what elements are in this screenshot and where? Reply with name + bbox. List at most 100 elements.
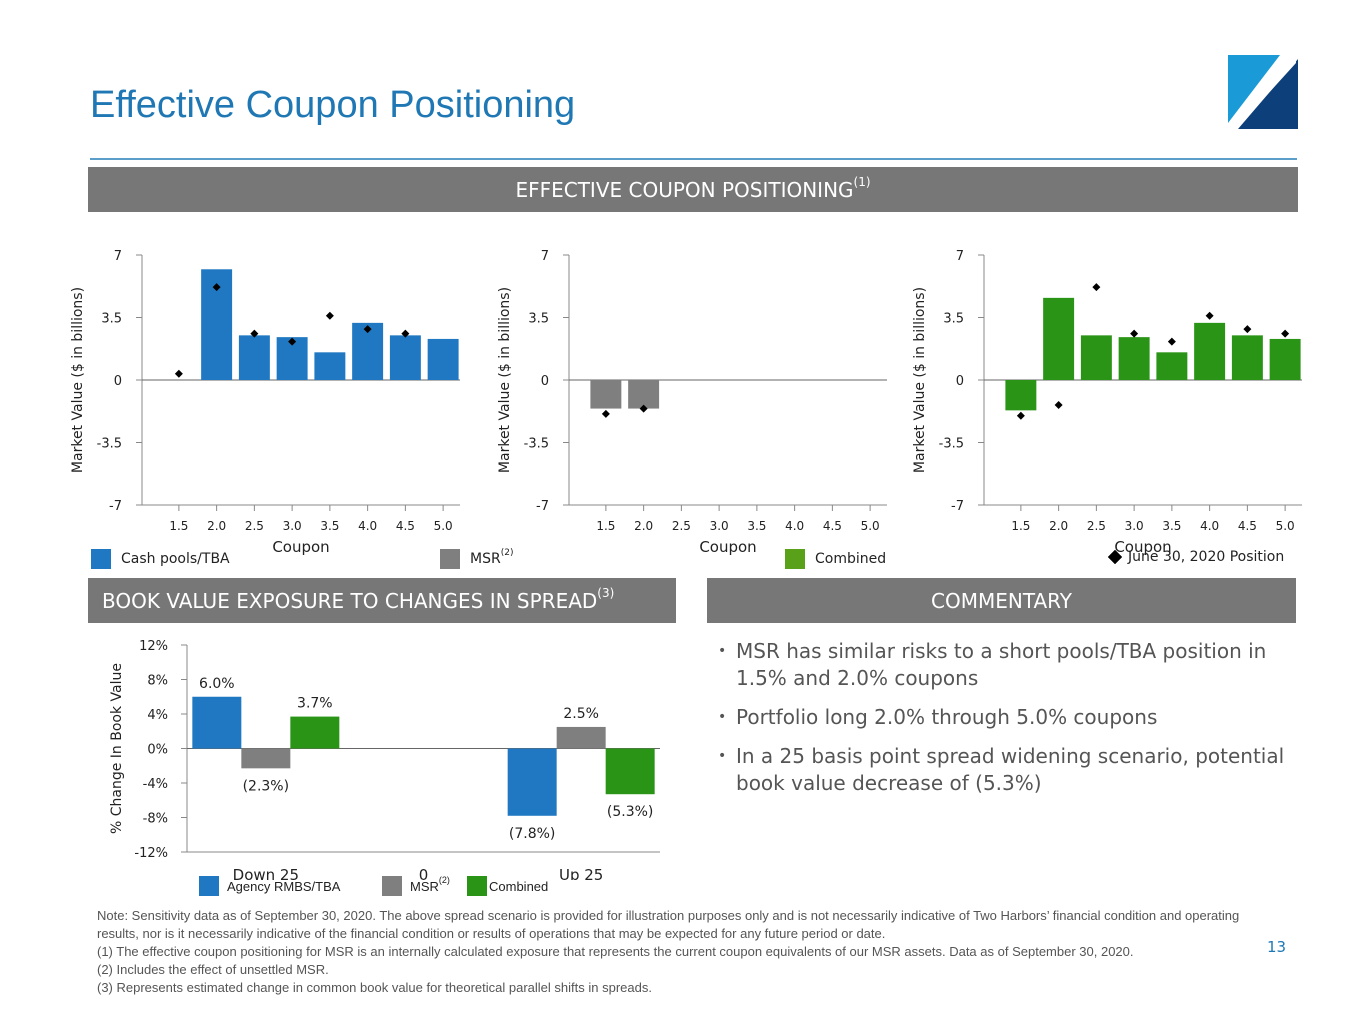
x-tick-label: 5.0 <box>1276 519 1295 533</box>
page-title: Effective Coupon Positioning <box>90 84 576 126</box>
y-tick-label: -3.5 <box>939 437 964 452</box>
y-tick-label: 0% <box>147 743 168 758</box>
legend-item-agency: Agency RMBS/TBA <box>199 876 340 896</box>
y-tick-label: -3.5 <box>97 437 122 452</box>
y-tick-label: 7 <box>114 249 122 264</box>
commentary-item: Portfolio long 2.0% through 5.0% coupons <box>718 704 1298 731</box>
x-tick-label: 3.5 <box>1162 519 1181 533</box>
y-tick-label: 0 <box>114 374 122 389</box>
bar <box>628 380 660 409</box>
y-tick-label: 7 <box>956 249 964 264</box>
x-tick-label: 4.0 <box>1200 519 1219 533</box>
x-tick-label: 2.0 <box>207 519 226 533</box>
footnotes: Note: Sensitivity data as of September 3… <box>97 907 1247 997</box>
y-tick-label: -8% <box>143 812 168 827</box>
position-marker <box>1092 283 1101 292</box>
y-axis-title: Market Value ($ in billions) <box>912 287 928 473</box>
data-label: 6.0% <box>199 676 235 692</box>
legend-swatch-green <box>785 549 805 569</box>
data-label: 2.5% <box>563 706 599 722</box>
y-tick-label: 12% <box>139 639 168 654</box>
diamond-marker-icon <box>1107 549 1123 565</box>
position-marker <box>250 329 259 338</box>
position-marker <box>1205 311 1214 320</box>
x-tick-label: 3.5 <box>320 519 339 533</box>
data-label: (7.8%) <box>509 826 555 842</box>
footnote-ref: (2) <box>500 548 514 558</box>
bar <box>1156 352 1188 380</box>
position-marker <box>363 325 372 334</box>
book-value-chart: 12% 8% 4% 0% -4% -8% -12% Down 25 6.0% (2.3%) 3.7%… <box>109 639 660 880</box>
x-axis-title: Coupon <box>699 538 756 556</box>
legend-label: Combined <box>815 551 887 567</box>
data-label: 3.7% <box>297 696 333 712</box>
msr-chart: 7 3.5 0 -3.5 -7 1.5 2.0 2.5 3.0 3.5 4.0 4.5 5.0 Coupo… <box>497 249 887 556</box>
bar <box>238 335 270 380</box>
y-tick-label: 7 <box>541 249 549 264</box>
position-marker <box>1281 329 1290 338</box>
bar <box>556 726 606 749</box>
footnote-2: (2) Includes the effect of unsettled MSR… <box>97 962 329 977</box>
commentary-item: In a 25 basis point spread widening scen… <box>718 743 1298 797</box>
section-header-commentary: COMMENTARY <box>707 578 1296 623</box>
commentary-item: MSR has similar risks to a short pools/T… <box>718 638 1298 692</box>
position-marker <box>1054 401 1063 409</box>
section-header-label: EFFECTIVE COUPON POSITIONING <box>515 177 854 202</box>
data-label: (5.3%) <box>607 804 654 820</box>
bar <box>389 335 421 380</box>
legend-label: June 30, 2020 Position <box>1128 549 1285 565</box>
title-divider <box>90 158 1297 160</box>
x-tick-label: Up 25 <box>559 866 603 880</box>
position-marker <box>174 369 183 378</box>
cash-pools-chart: 7 3.5 0 -3.5 -7 1.5 2.0 2.5 3.0 3.5 4.0 4.5 5.0 Coupo… <box>70 249 460 556</box>
bar <box>1269 338 1301 380</box>
legend-swatch-gray <box>440 549 460 569</box>
footnote-1: (1) The effective coupon positioning for… <box>97 944 1134 959</box>
section-header-label: COMMENTARY <box>931 588 1072 613</box>
two-harbors-logo <box>1228 55 1298 129</box>
y-tick-label: 0 <box>541 374 549 389</box>
y-tick-label: -7 <box>109 499 122 514</box>
y-tick-label: -3.5 <box>524 437 549 452</box>
bar <box>1194 322 1226 380</box>
x-tick-label: 4.0 <box>785 519 804 533</box>
footnote-note: Note: Sensitivity data as of September 3… <box>97 908 1240 941</box>
x-tick-label: 1.5 <box>1011 519 1030 533</box>
page-number: 13 <box>1267 938 1287 956</box>
legend-label: Agency RMBS/TBA <box>227 878 341 894</box>
position-marker <box>212 283 221 292</box>
x-tick-label: 2.0 <box>634 519 653 533</box>
x-tick-label: 1.5 <box>596 519 615 533</box>
y-tick-label: -7 <box>951 499 964 514</box>
x-tick-label: 4.5 <box>1238 519 1257 533</box>
y-tick-label: -4% <box>143 777 168 792</box>
legend-label: MSR <box>470 551 501 567</box>
y-axis-title: Market Value ($ in billions) <box>497 287 513 473</box>
x-tick-label: 3.0 <box>1125 519 1144 533</box>
legend-swatch-gray <box>382 876 402 896</box>
x-tick-label: 2.5 <box>1087 519 1106 533</box>
y-axis-title: % Change In Book Value <box>109 663 125 834</box>
legend-item-position: June 30, 2020 Position <box>1107 549 1285 565</box>
bar <box>192 696 242 749</box>
bar <box>507 748 557 816</box>
position-marker <box>1016 411 1025 420</box>
section-header-book-value: BOOK VALUE EXPOSURE TO CHANGES IN SPREAD… <box>88 578 676 623</box>
data-label: (2.3%) <box>243 778 289 794</box>
legend-item-msr: MSR (2) <box>382 875 450 896</box>
bar <box>590 380 622 409</box>
legend-swatch-blue <box>199 876 219 896</box>
x-tick-label: 2.5 <box>672 519 691 533</box>
combined-chart: 7 3.5 0 -3.5 -7 1.5 2.0 2.5 3.0 3.5 4.0 4.5 5.0 Coupo… <box>912 249 1302 556</box>
footnote-3: (3) Represents estimated change in commo… <box>97 980 652 995</box>
bar <box>1005 380 1037 411</box>
bar <box>427 338 459 380</box>
commentary-list: MSR has similar risks to a short pools/T… <box>718 638 1298 809</box>
legend-swatch-green <box>467 876 487 896</box>
x-axis-title: Coupon <box>1114 538 1171 556</box>
y-tick-label: 3.5 <box>528 312 549 327</box>
x-tick-label: 5.0 <box>434 519 453 533</box>
y-tick-label: -12% <box>134 846 168 861</box>
x-tick-label: 2.0 <box>1049 519 1068 533</box>
legend-item-combined: Combined <box>785 549 886 569</box>
